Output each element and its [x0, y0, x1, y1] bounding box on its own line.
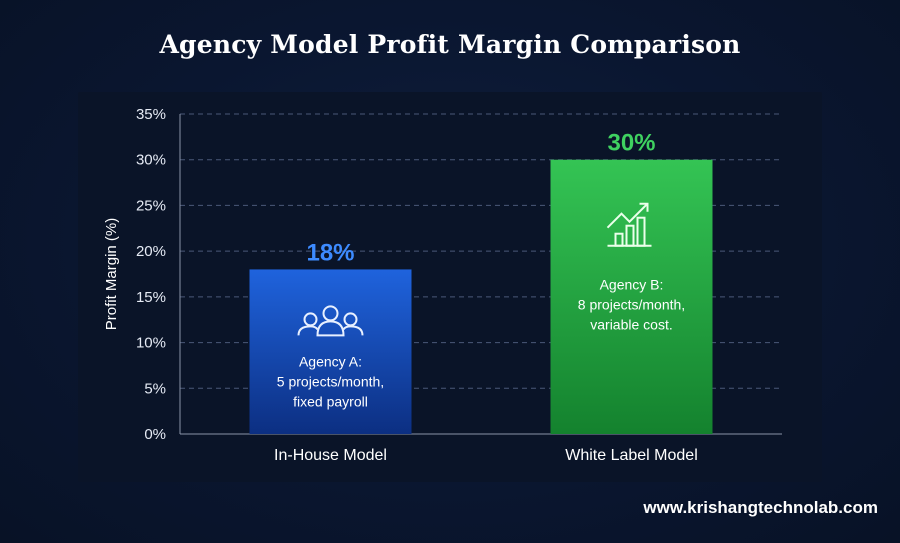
- bar-chart: 0% 5% 10% 15% 20% 25% 30% 35% Profit Margin (%) 1…: [103, 106, 782, 464]
- bar-1-note-line: Agency A:: [299, 353, 362, 369]
- bar-1-note-line: fixed payroll: [293, 393, 368, 409]
- growth-arrow-head: [639, 202, 649, 212]
- y-tick-label: 25%: [136, 197, 166, 214]
- chart-panel: 0% 5% 10% 15% 20% 25% 30% 35% Profit Margin (%) 1…: [78, 92, 822, 482]
- y-tick-label: 0%: [144, 426, 166, 443]
- bar-2-note-line: variable cost.: [590, 317, 672, 333]
- data-label-1: 18%: [306, 239, 354, 266]
- y-tick-label: 35%: [136, 106, 166, 123]
- team-body-center: [316, 320, 345, 337]
- bar-2-note-line: Agency B:: [600, 277, 664, 293]
- y-axis-label: Profit Margin (%): [103, 218, 120, 331]
- team-body-right: [342, 325, 364, 336]
- website-url[interactable]: www.krishangtechnolab.com: [643, 498, 878, 517]
- growth-arrow-line: [606, 203, 649, 229]
- y-tick-label: 10%: [136, 335, 166, 352]
- bar-1: [249, 269, 412, 434]
- chart-title: Agency Model Profit Margin Comparison: [159, 30, 741, 59]
- team-icon: [297, 305, 364, 337]
- bar-2-note-line: 8 projects/month,: [578, 297, 685, 313]
- growth-chart-icon: [606, 202, 652, 247]
- bar-1-note-line: 5 projects/month,: [277, 373, 384, 389]
- category-label-2: White Label Model: [565, 447, 698, 464]
- y-tick-label: 5%: [144, 380, 166, 397]
- data-label-2: 30%: [607, 130, 655, 157]
- y-tick-label: 20%: [136, 243, 166, 260]
- team-body-left: [297, 325, 319, 336]
- category-label-1: In-House Model: [274, 447, 387, 464]
- bar-2: [550, 159, 713, 434]
- y-tick-label: 15%: [136, 289, 166, 306]
- y-tick-label: 30%: [136, 152, 166, 169]
